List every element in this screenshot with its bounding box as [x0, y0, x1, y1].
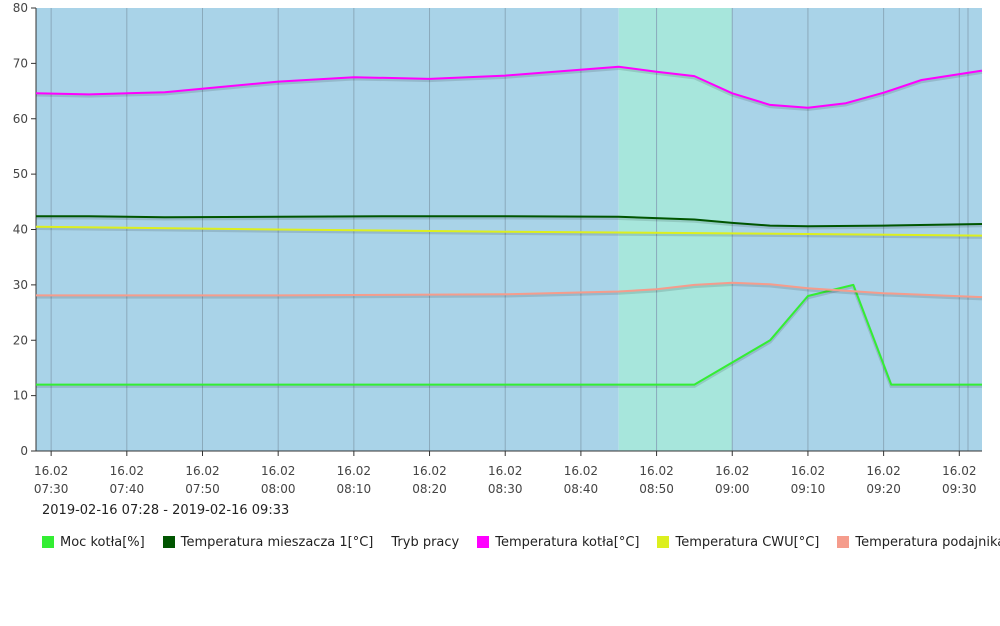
x-tick-label-time: 07:50 — [185, 482, 220, 496]
x-tick-label-time: 08:10 — [337, 482, 372, 496]
y-tick-label: 60 — [13, 112, 28, 126]
legend-swatch — [657, 536, 670, 548]
series-line-3 — [35, 225, 983, 237]
series-shadow-1 — [36, 215, 983, 230]
legend-label: Temperatura mieszacza 1[°C] — [180, 534, 374, 550]
legend-swatch — [837, 536, 850, 548]
legend-label: Temperatura kotła[°C] — [495, 534, 640, 550]
x-tick-label-time: 08:30 — [488, 482, 523, 496]
mode-bands — [36, 8, 982, 451]
legend-item-temperatura-podajnika[interactable]: Temperatura podajnika[°C] — [837, 535, 1000, 550]
y-tick-label: 30 — [13, 278, 28, 292]
legend-label: Temperatura CWU[°C] — [675, 534, 820, 550]
x-tick-label-date: 16.02 — [791, 464, 825, 478]
series-line-0 — [36, 283, 982, 386]
x-tick-label-time: 08:20 — [412, 482, 447, 496]
x-tick-label-time: 08:40 — [564, 482, 599, 496]
x-tick-label-date: 16.02 — [337, 464, 371, 478]
x-tick-label-date: 16.02 — [942, 464, 976, 478]
y-tick-label: 0 — [20, 444, 28, 458]
x-tick-label-time: 09:20 — [866, 482, 901, 496]
series-shadow-3 — [35, 226, 983, 239]
mode-band-1 — [618, 8, 733, 451]
legend-label: Tryb pracy — [391, 534, 460, 550]
y-tick-label: 10 — [13, 389, 28, 403]
x-tick-label-date: 16.02 — [564, 464, 598, 478]
legend: Moc kotła[%] Temperatura mieszacza 1[°C]… — [42, 533, 1000, 551]
y-tick-label: 40 — [13, 223, 28, 237]
legend-item-tryb-pracy[interactable]: Tryb pracy — [391, 535, 459, 550]
tick-labels: 0 10 20 30 40 50 60 70 80 16.02 07:30 16.02 07:40 16.… — [13, 1, 977, 496]
legend-swatch — [42, 536, 54, 548]
x-tick-label-time: 09:30 — [942, 482, 977, 496]
x-tick-label-date: 16.02 — [261, 464, 295, 478]
line-chart: 0 10 20 30 40 50 60 70 80 16.02 07:30 16.02 07:40 16.… — [13, 1, 983, 496]
x-tick-label-time: 07:30 — [34, 482, 69, 496]
legend-label: Moc kotła[%] — [60, 534, 145, 550]
legend-swatch — [477, 536, 490, 548]
y-tick-label: 70 — [13, 56, 28, 70]
x-tick-label-time: 08:50 — [639, 482, 674, 496]
x-tick-label-date: 16.02 — [412, 464, 446, 478]
x-tick-label-date: 16.02 — [110, 464, 144, 478]
x-tick-label-date: 16.02 — [34, 464, 68, 478]
x-tick-label-date: 16.02 — [639, 464, 673, 478]
x-tick-label-date: 16.02 — [488, 464, 522, 478]
x-tick-label-date: 16.02 — [866, 464, 900, 478]
x-tick-label-date: 16.02 — [715, 464, 749, 478]
legend-label: Temperatura podajnika[°C] — [855, 534, 1000, 550]
x-tick-label-time: 07:40 — [110, 482, 145, 496]
x-tick-label-time: 08:00 — [261, 482, 296, 496]
legend-item-temperatura-kotla[interactable]: Temperatura kotła[°C] — [477, 535, 639, 550]
time-range-label: 2019-02-16 07:28 - 2019-02-16 09:33 — [42, 503, 290, 518]
x-tick-label-date: 16.02 — [185, 464, 219, 478]
legend-item-temperatura-mieszacza[interactable]: Temperatura mieszacza 1[°C] — [162, 534, 374, 550]
x-tick-label-time: 09:00 — [715, 482, 750, 496]
series-shadow-2 — [35, 66, 983, 111]
series-lines — [35, 65, 983, 388]
y-tick-label: 80 — [13, 1, 28, 15]
series-line-2 — [35, 65, 983, 109]
series-line-4 — [36, 281, 983, 299]
legend-item-temperatura-cwu[interactable]: Temperatura CWU[°C] — [657, 535, 819, 550]
mode-band-2 — [732, 8, 982, 451]
series-line-1 — [36, 215, 983, 228]
series-shadow-4 — [36, 282, 983, 301]
y-tick-label: 20 — [13, 333, 28, 347]
axes — [31, 7, 982, 456]
x-tick-label-time: 09:10 — [791, 482, 826, 496]
y-tick-label: 50 — [13, 167, 28, 181]
legend-item-moc-kotla[interactable]: Moc kotła[%] — [42, 535, 145, 550]
legend-swatch — [162, 536, 175, 548]
